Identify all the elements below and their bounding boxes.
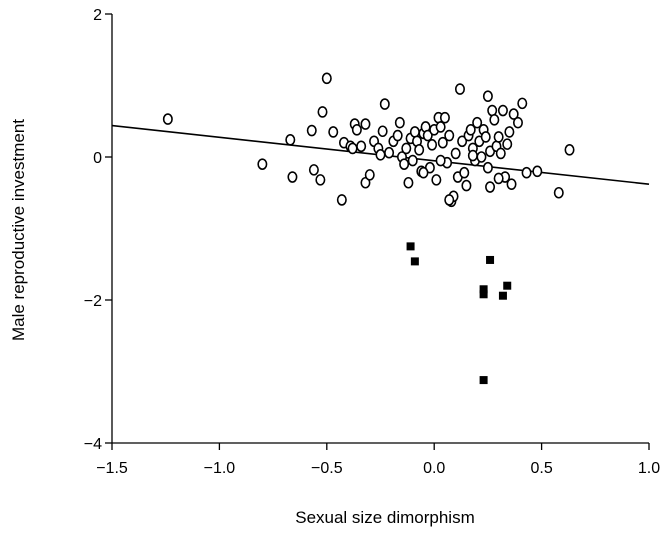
filled-square-point [410,257,419,266]
x-axis-title: Sexual size dimorphism [295,508,475,527]
open-circle-point [162,113,173,125]
open-circle-point [347,142,358,155]
open-circle-point [495,147,506,160]
open-circle-point [431,174,442,186]
open-circle-point [418,166,429,179]
open-circle-point [508,108,519,120]
x-tick-label: 1.0 [638,460,660,477]
filled-square-point [479,376,488,385]
open-circle-point [489,114,500,126]
x-tick-label: −0.5 [311,460,343,477]
filled-square-point [503,281,512,290]
open-circle-point [439,111,450,124]
open-circle-point [257,158,268,170]
open-circle-point [485,181,496,193]
open-circle-point [392,129,403,142]
open-circle-point [328,126,339,138]
open-circle-point [480,131,491,143]
open-circle-point [472,116,483,129]
open-circle-point [457,135,468,148]
open-circle-point [401,142,412,155]
open-circle-point [422,129,433,142]
x-tick-label: 0.0 [423,460,445,477]
open-circle-point [403,176,414,189]
open-circle-point [502,138,513,150]
open-circle-point [482,161,493,174]
open-circle-point [321,72,332,85]
open-circle-point [399,158,410,170]
open-circle-point [444,194,455,206]
x-tick-label: −1.5 [96,460,128,477]
open-circle-point [379,98,390,110]
open-circle-point [336,194,347,206]
open-circle-point [308,164,319,176]
open-circle-point [407,154,418,167]
open-circle-point [482,90,493,103]
filled-square-point [479,290,488,299]
y-tick-label: −2 [84,293,102,310]
open-circle-point [476,151,487,163]
axes [111,14,649,444]
open-circle-point [437,136,448,149]
filled-square-point [498,291,507,300]
filled-square-point [406,242,415,251]
open-circle-point [553,186,564,199]
open-circle-point [375,149,386,161]
open-circle-point [465,124,476,136]
open-circle-point [487,104,498,117]
open-circle-point [532,165,543,178]
open-circle-point [512,116,523,129]
open-circle-point [315,174,326,186]
open-circle-point [364,169,375,181]
open-circle-point [517,97,528,110]
filled-square-point [479,285,488,294]
open-circle-point [521,166,532,179]
open-circle-point [360,118,371,130]
open-circle-point [435,121,446,133]
y-axis-title: Male reproductive investment [9,119,28,341]
open-circle-point [461,179,472,192]
open-circle-point [459,166,470,179]
open-circle-point [467,149,478,162]
open-circle-point [506,178,517,190]
open-circle-point [384,146,395,159]
open-circle-point [317,106,328,118]
x-tick-label: −1.0 [204,460,236,477]
open-circle-point [377,125,388,138]
open-circle-point [493,172,504,185]
data-points [162,72,575,385]
open-circle-point [454,83,465,95]
filled-square-point [486,255,495,264]
y-tick-label: −4 [84,436,102,453]
open-circle-point [427,139,438,151]
open-circle-point [414,144,425,156]
open-circle-point [435,154,446,167]
y-tick-label: 2 [93,7,102,24]
open-circle-point [356,140,367,153]
open-circle-point [394,116,405,129]
ticks: −1.5 −1.0 −0.5 0.0 0.5 1.0 −4 −2 0 2 [84,7,660,477]
open-circle-point [504,126,515,138]
open-circle-point [564,144,575,156]
open-circle-point [497,104,508,117]
y-tick-label: 0 [93,150,102,167]
open-circle-point [306,124,317,137]
open-circle-point [450,147,461,160]
x-tick-label: 0.5 [530,460,552,477]
open-circle-point [285,134,296,146]
open-circle-point [351,124,362,136]
open-circle-point [444,129,455,142]
open-circle-point [493,131,504,143]
open-circle-point [409,126,420,138]
open-circle-point [287,171,298,183]
